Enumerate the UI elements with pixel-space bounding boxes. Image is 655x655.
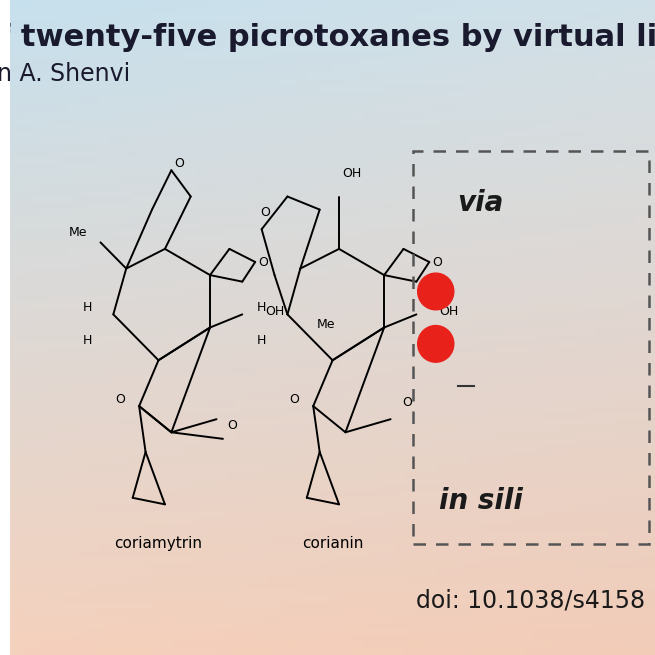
- Text: O: O: [115, 393, 124, 406]
- Text: corianin: corianin: [302, 536, 364, 551]
- Text: n A. Shenvi: n A. Shenvi: [0, 62, 130, 86]
- Text: O: O: [402, 396, 412, 409]
- Text: coriamytrin: coriamytrin: [115, 536, 202, 551]
- Text: H: H: [83, 334, 92, 347]
- Text: OH: OH: [265, 305, 284, 318]
- Text: OH: OH: [343, 167, 362, 180]
- Text: in sili: in sili: [439, 487, 523, 515]
- Text: OH: OH: [439, 305, 458, 318]
- Text: O: O: [228, 419, 238, 432]
- Text: O: O: [260, 206, 270, 219]
- Text: f twenty-five picrotoxanes by virtual libr: f twenty-five picrotoxanes by virtual li…: [0, 23, 655, 52]
- Text: via: via: [458, 189, 504, 217]
- Text: Me: Me: [69, 226, 87, 239]
- Text: H: H: [83, 301, 92, 314]
- Text: O: O: [258, 255, 268, 269]
- Circle shape: [418, 273, 454, 310]
- Text: Me: Me: [317, 318, 335, 331]
- Text: O: O: [432, 255, 442, 269]
- Circle shape: [418, 326, 454, 362]
- Text: O: O: [289, 393, 299, 406]
- Text: H: H: [257, 301, 267, 314]
- Text: H: H: [257, 334, 267, 347]
- Text: doi: 10.1038/s4158: doi: 10.1038/s4158: [416, 588, 645, 612]
- Text: O: O: [174, 157, 184, 170]
